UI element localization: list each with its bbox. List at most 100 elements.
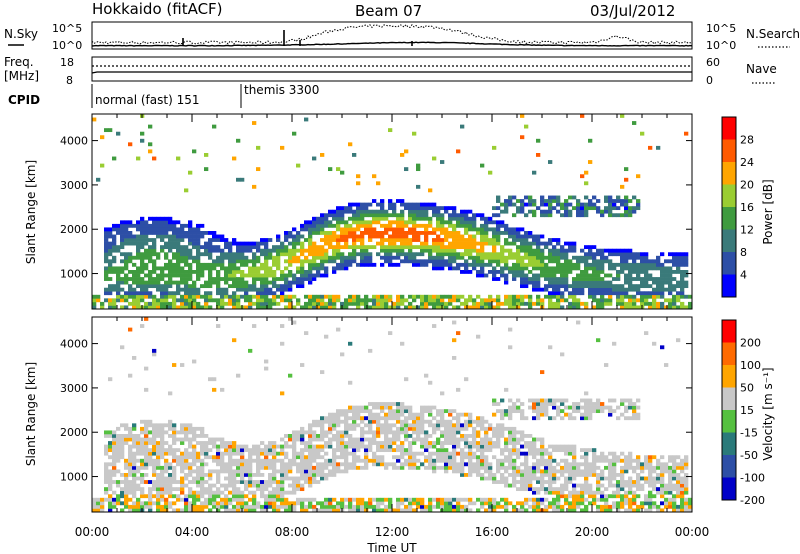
heatmap-cell: [228, 465, 233, 470]
heatmap-cell: [408, 294, 413, 299]
heatmap-cell: [664, 266, 669, 271]
heatmap-cell: [424, 430, 429, 435]
heatmap-cell: [340, 448, 345, 453]
heatmap-cell: [196, 483, 201, 488]
heatmap-cell: [600, 209, 605, 214]
heatmap-cell: [156, 473, 161, 477]
heatmap-cell: [440, 294, 445, 299]
heatmap-cell: [212, 280, 217, 285]
heatmap-cell: [508, 398, 513, 403]
heatmap-cell: [420, 241, 425, 246]
heatmap-cell: [552, 305, 557, 310]
heatmap-cell: [540, 259, 545, 264]
heatmap-cell: [608, 259, 613, 264]
heatmap-cell: [276, 266, 281, 271]
heatmap-cell: [588, 409, 593, 414]
heatmap-cell: [516, 259, 521, 264]
heatmap-cell: [612, 476, 617, 481]
heatmap-cell: [408, 508, 413, 513]
heatmap-cell: [300, 451, 305, 456]
heatmap-cell: [160, 234, 165, 239]
heatmap-cell: [348, 380, 353, 385]
heatmap-cell: [128, 444, 133, 449]
heatmap-cell: [580, 405, 585, 410]
heatmap-cell: [408, 220, 413, 225]
heatmap-cell: [176, 231, 181, 235]
heatmap-cell: [140, 227, 145, 232]
heatmap-cell: [260, 298, 265, 303]
heatmap-cell: [372, 441, 377, 445]
heatmap-cell: [684, 252, 689, 257]
heatmap-cell: [464, 462, 469, 467]
heatmap-cell: [300, 441, 305, 445]
heatmap-cell: [124, 273, 129, 278]
heatmap-cell: [280, 273, 285, 278]
heatmap-cell: [152, 501, 157, 506]
heatmap-cell: [328, 234, 333, 239]
heatmap-cell: [604, 209, 609, 214]
heatmap-cell: [332, 255, 337, 260]
heatmap-cell: [292, 280, 297, 285]
heatmap-cell: [576, 409, 581, 414]
heatmap-cell: [164, 423, 169, 428]
heatmap-cell: [460, 252, 465, 257]
heatmap-cell: [420, 437, 425, 442]
heatmap-cell: [588, 266, 593, 271]
heatmap-cell: [348, 444, 353, 449]
heatmap-cell: [420, 305, 425, 310]
heatmap-cell: [260, 490, 265, 495]
heatmap-cell: [308, 465, 313, 470]
heatmap-cell: [164, 441, 169, 445]
heatmap-cell: [616, 504, 621, 509]
heatmap-cell: [464, 451, 469, 456]
heatmap-cell: [264, 455, 269, 460]
heatmap-cell: [328, 497, 333, 502]
heatmap-cell: [192, 284, 197, 289]
heatmap-cell: [444, 234, 449, 239]
heatmap-cell: [128, 458, 133, 463]
heatmap-cell: [456, 298, 461, 303]
heatmap-cell: [168, 423, 173, 428]
heatmap-cell: [404, 430, 409, 435]
heatmap-cell: [532, 241, 537, 246]
heatmap-cell: [500, 465, 505, 470]
heatmap-cell: [164, 262, 169, 267]
heatmap-cell: [316, 298, 321, 303]
heatmap-cell: [384, 412, 389, 417]
heatmap-cell: [436, 266, 441, 271]
heatmap-cell: [488, 497, 493, 502]
heatmap-cell: [280, 270, 285, 274]
heatmap-cell: [428, 458, 433, 463]
heatmap-cell: [488, 465, 493, 470]
heatmap-cell: [628, 497, 633, 502]
heatmap-cell: [332, 451, 337, 456]
heatmap-cell: [468, 209, 473, 214]
heatmap-cell: [460, 465, 465, 470]
heatmap-cell: [268, 504, 273, 509]
heatmap-cell: [236, 448, 241, 453]
heatmap-cell: [480, 266, 485, 271]
heatmap-cell: [520, 245, 525, 250]
heatmap-cell: [384, 298, 389, 303]
heatmap-cell: [596, 487, 601, 492]
heatmap-cell: [528, 280, 533, 285]
heatmap-cell: [252, 252, 257, 257]
heatmap-cell: [296, 298, 301, 303]
heatmap-cell: [632, 469, 637, 474]
heatmap-cell: [172, 469, 177, 474]
heatmap-cell: [476, 458, 481, 463]
heatmap-cell: [584, 266, 589, 271]
heatmap-cell: [684, 273, 689, 278]
heatmap-cell: [360, 501, 365, 506]
heatmap-cell: [392, 402, 397, 406]
heatmap-cell: [252, 458, 257, 463]
heatmap-cell: [504, 262, 509, 267]
heatmap-cell: [156, 448, 161, 453]
heatmap-cell: [260, 262, 265, 267]
heatmap-cell: [332, 469, 337, 474]
heatmap-cell: [412, 305, 417, 310]
heatmap-cell: [112, 430, 117, 435]
heatmap-cell: [528, 252, 533, 257]
heatmap-cell: [616, 262, 621, 267]
heatmap-cell: [540, 455, 545, 460]
